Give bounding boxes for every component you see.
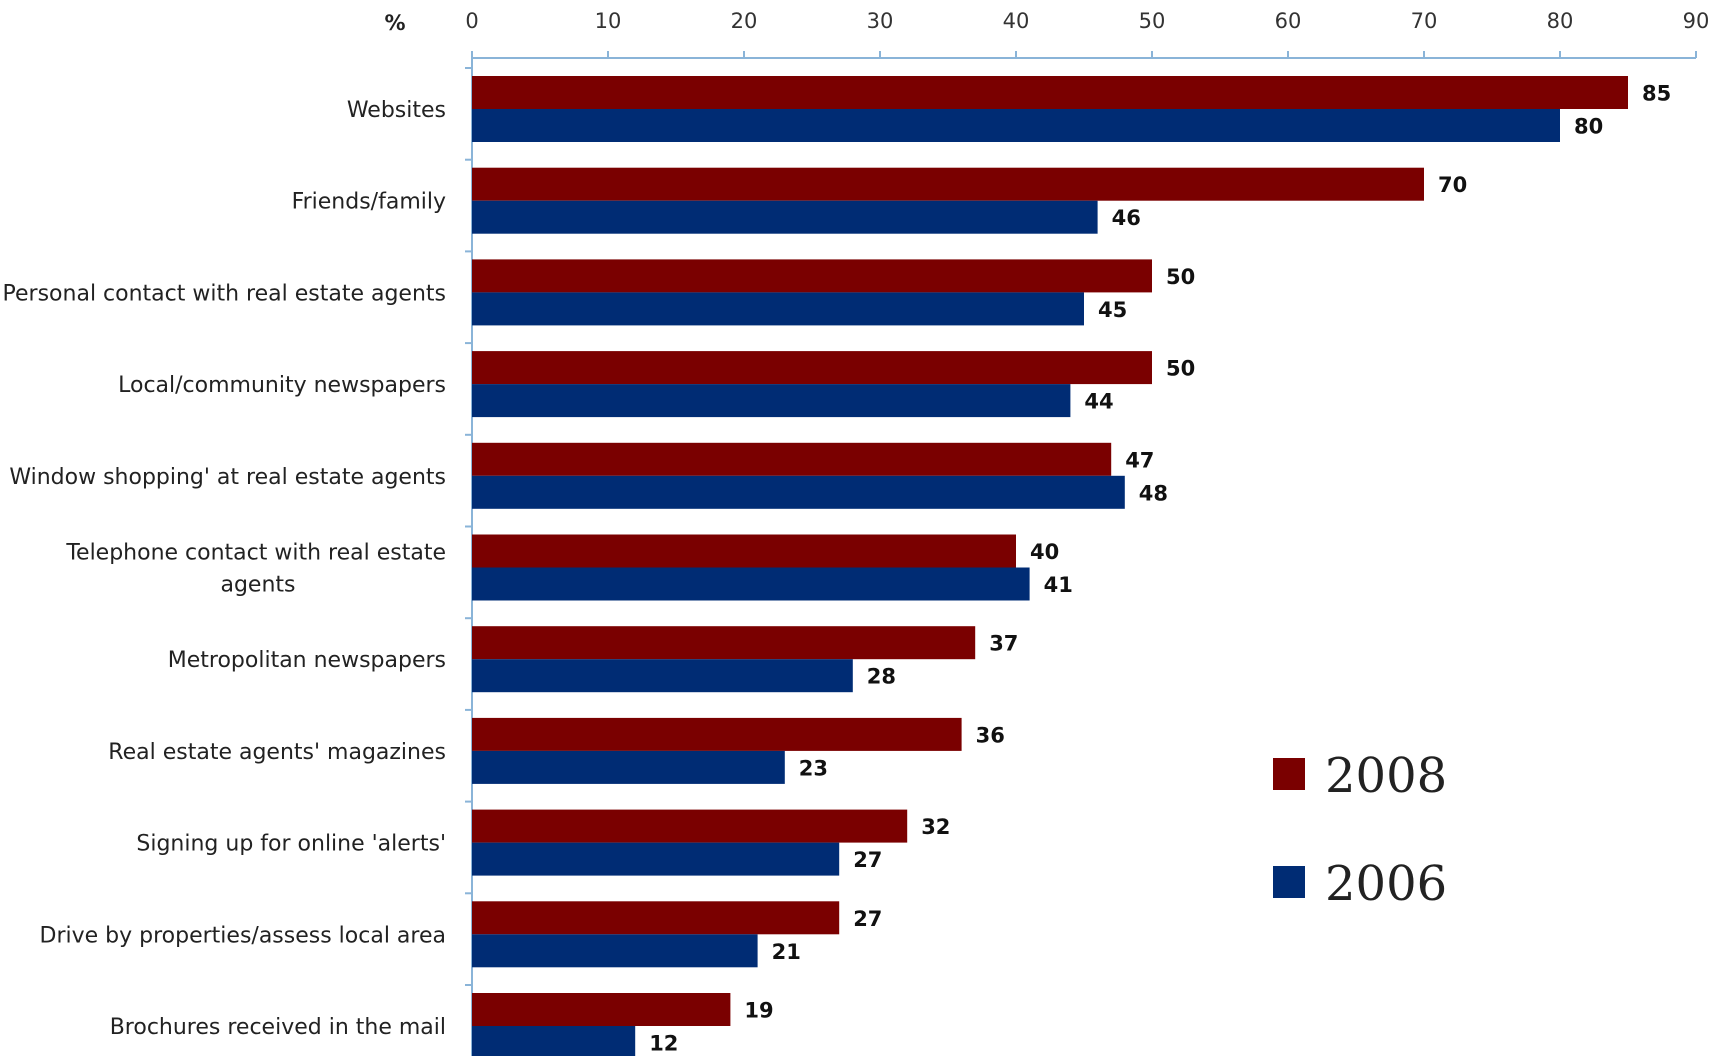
x-tick-label: 10 — [595, 9, 622, 33]
value-label: 40 — [1030, 540, 1059, 564]
value-label: 46 — [1112, 206, 1141, 230]
category-label: Real estate agents' magazines — [108, 740, 446, 765]
category-label: Window shopping' at real estate agents — [9, 465, 446, 490]
bar-2006 — [472, 842, 840, 876]
x-tick-label: 90 — [1683, 9, 1710, 33]
x-tick-label: 0 — [465, 9, 478, 33]
bar-2008 — [472, 442, 1112, 476]
bar-2008 — [472, 167, 1424, 201]
value-label: 48 — [1139, 481, 1168, 505]
bar-2006 — [472, 659, 853, 693]
value-label: 50 — [1166, 357, 1195, 381]
bar-2006 — [472, 200, 1098, 234]
bar-2008 — [472, 351, 1152, 385]
x-tick-label: 30 — [867, 9, 894, 33]
value-label: 85 — [1642, 82, 1671, 106]
bar-2008 — [472, 259, 1152, 293]
bar-2008 — [472, 901, 840, 935]
value-label: 27 — [853, 907, 882, 931]
axis-unit-label: % — [384, 11, 405, 35]
value-label: 36 — [976, 723, 1005, 747]
bar-2006 — [472, 384, 1071, 418]
bar-2008 — [472, 717, 962, 751]
bar-2008 — [472, 76, 1628, 109]
bar-2006 — [472, 109, 1560, 142]
bar-2008 — [472, 993, 731, 1026]
legend-label: 2006 — [1325, 856, 1447, 912]
x-tick-label: 40 — [1003, 9, 1030, 33]
value-label: 47 — [1125, 448, 1154, 472]
value-label: 19 — [744, 999, 773, 1023]
category-label: Personal contact with real estate agents — [3, 281, 446, 306]
value-label: 37 — [989, 632, 1018, 656]
bar-2006 — [472, 934, 758, 968]
bar-2006 — [472, 475, 1125, 509]
value-label: 44 — [1084, 390, 1113, 414]
legend-swatch-2006 — [1273, 866, 1305, 898]
value-label: 45 — [1098, 298, 1127, 322]
bar-2008 — [472, 809, 908, 843]
value-label: 70 — [1438, 173, 1467, 197]
bar-2006 — [472, 750, 785, 784]
category-label: Metropolitan newspapers — [168, 648, 446, 673]
category-label: Local/community newspapers — [118, 373, 446, 398]
value-label: 27 — [853, 848, 882, 872]
value-label: 21 — [772, 940, 801, 964]
x-tick-label: 50 — [1139, 9, 1166, 33]
x-tick-label: 60 — [1275, 9, 1302, 33]
bar-2008 — [472, 626, 976, 660]
value-label: 80 — [1574, 115, 1603, 139]
value-label: 28 — [867, 665, 896, 689]
category-label: Brochures received in the mail — [110, 1015, 446, 1040]
category-label: Drive by properties/assess local area — [40, 923, 446, 948]
value-label: 41 — [1044, 573, 1073, 597]
category-label: Telephone contact with real estate — [65, 541, 446, 566]
category-label: Websites — [347, 98, 446, 123]
value-label: 50 — [1166, 265, 1195, 289]
category-label: agents — [220, 573, 295, 598]
bar-2006 — [472, 292, 1084, 326]
legend-label: 2008 — [1325, 748, 1447, 804]
bar-2006 — [472, 1026, 636, 1059]
value-label: 32 — [921, 815, 950, 839]
value-label: 23 — [799, 756, 828, 780]
x-tick-label: 20 — [731, 9, 758, 33]
category-label: Signing up for online 'alerts' — [136, 832, 446, 857]
x-tick-label: 70 — [1411, 9, 1438, 33]
x-tick-label: 80 — [1547, 9, 1574, 33]
bar-2008 — [472, 534, 1016, 568]
category-label: Friends/family — [292, 190, 446, 215]
bar-2006 — [472, 567, 1030, 601]
value-label: 12 — [649, 1032, 678, 1056]
legend-swatch-2008 — [1273, 758, 1305, 790]
